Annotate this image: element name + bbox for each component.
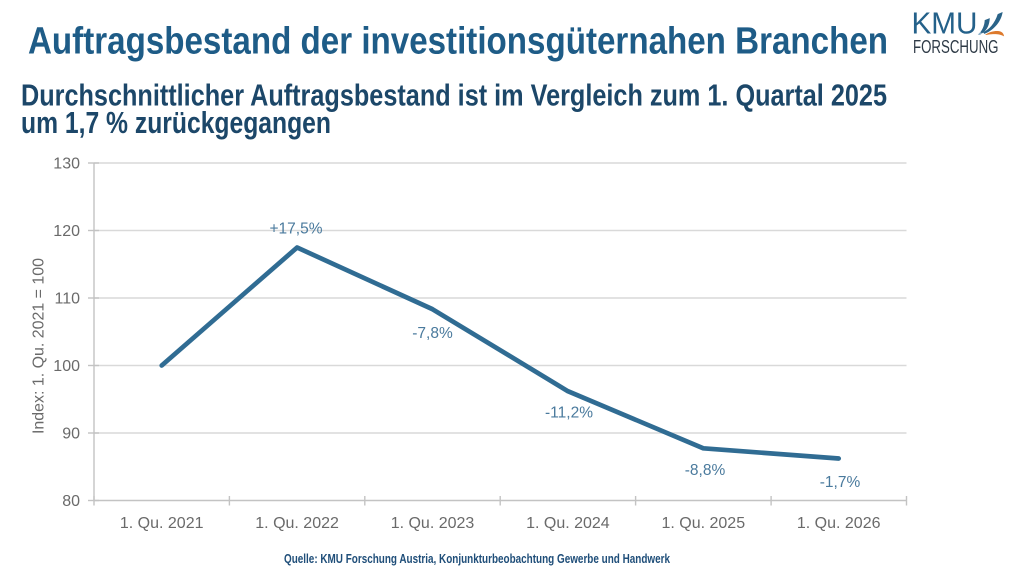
svg-text:1. Qu. 2023: 1. Qu. 2023 — [391, 515, 475, 532]
svg-text:1. Qu. 2024: 1. Qu. 2024 — [526, 515, 610, 532]
svg-text:Quelle: KMU Forschung Austria,: Quelle: KMU Forschung Austria, Konjunktu… — [284, 552, 670, 566]
svg-text:90: 90 — [62, 426, 80, 443]
svg-text:-11,2%: -11,2% — [545, 405, 593, 422]
svg-text:KMU: KMU — [912, 6, 978, 41]
svg-text:80: 80 — [62, 493, 80, 510]
svg-text:um 1,7 % zurückgegangen: um 1,7 % zurückgegangen — [21, 105, 331, 140]
svg-text:1. Qu. 2021: 1. Qu. 2021 — [120, 515, 204, 532]
svg-text:Durchschnittlicher Auftragsbes: Durchschnittlicher Auftragsbestand ist i… — [21, 78, 887, 113]
svg-text:100: 100 — [53, 358, 80, 375]
svg-text:120: 120 — [53, 223, 80, 240]
svg-text:130: 130 — [53, 156, 80, 173]
svg-text:1. Qu. 2025: 1. Qu. 2025 — [661, 515, 745, 532]
svg-text:1. Qu. 2026: 1. Qu. 2026 — [797, 515, 881, 532]
svg-text:-8,8%: -8,8% — [685, 462, 726, 479]
svg-text:Auftragsbestand der investitio: Auftragsbestand der investitionsgüternah… — [28, 21, 888, 63]
svg-text:Index: 1. Qu. 2021 = 100: Index: 1. Qu. 2021 = 100 — [31, 258, 48, 434]
svg-text:-7,8%: -7,8% — [412, 325, 453, 342]
svg-text:+17,5%: +17,5% — [269, 221, 322, 238]
svg-text:FORSCHUNG: FORSCHUNG — [913, 36, 999, 57]
svg-text:1. Qu. 2022: 1. Qu. 2022 — [255, 515, 339, 532]
svg-text:110: 110 — [54, 291, 80, 308]
svg-text:-1,7%: -1,7% — [820, 474, 861, 491]
